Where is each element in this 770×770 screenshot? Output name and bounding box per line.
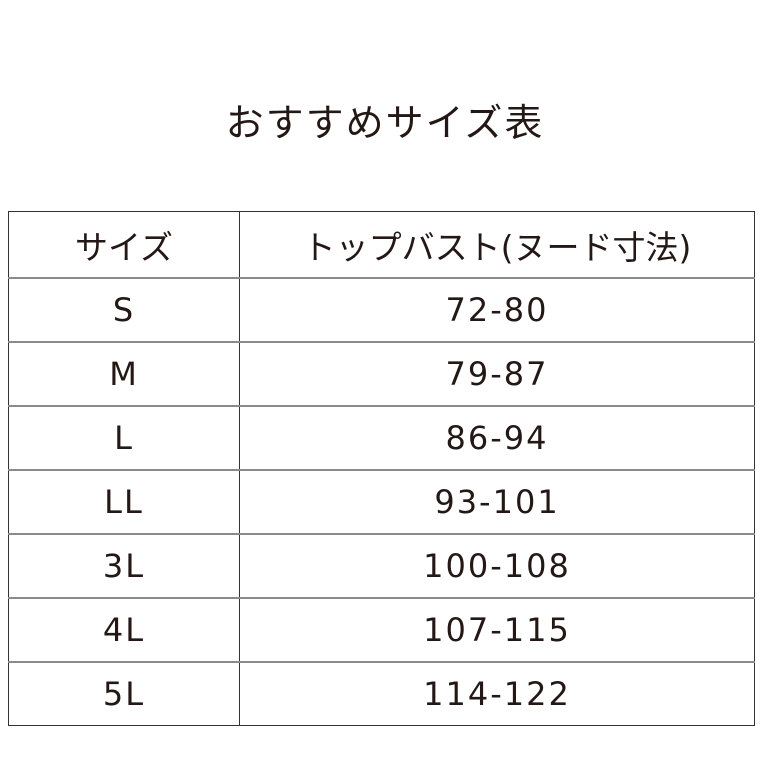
- table-row: 3L 100-108: [8, 534, 755, 599]
- header-top-bust: トップバスト(ヌード寸法): [239, 211, 755, 279]
- top-bust-cell: 86-94: [239, 406, 755, 471]
- top-bust-cell: 79-87: [239, 342, 755, 407]
- size-cell: L: [8, 406, 240, 471]
- top-bust-cell: 72-80: [239, 278, 755, 343]
- top-bust-cell: 114-122: [239, 662, 755, 726]
- table-row: LL 93-101: [8, 470, 755, 535]
- size-cell: LL: [8, 470, 240, 535]
- size-cell: S: [8, 278, 240, 343]
- top-bust-cell: 100-108: [239, 534, 755, 599]
- table-row: 5L 114-122: [8, 662, 755, 726]
- header-size: サイズ: [8, 211, 240, 279]
- table-row: M 79-87: [8, 342, 755, 407]
- size-cell: 4L: [8, 598, 240, 663]
- table-row: L 86-94: [8, 406, 755, 471]
- size-cell: M: [8, 342, 240, 407]
- size-cell: 5L: [8, 662, 240, 726]
- table-header-row: サイズ トップバスト(ヌード寸法): [8, 211, 755, 279]
- page-title: おすすめサイズ表: [225, 101, 545, 145]
- table-row: 4L 107-115: [8, 598, 755, 663]
- top-bust-cell: 107-115: [239, 598, 755, 663]
- size-table: サイズ トップバスト(ヌード寸法) S 72-80 M 79-87 L 86-94 LL 93…: [8, 211, 755, 726]
- size-cell: 3L: [8, 534, 240, 599]
- table-row: S 72-80: [8, 278, 755, 343]
- top-bust-cell: 93-101: [239, 470, 755, 535]
